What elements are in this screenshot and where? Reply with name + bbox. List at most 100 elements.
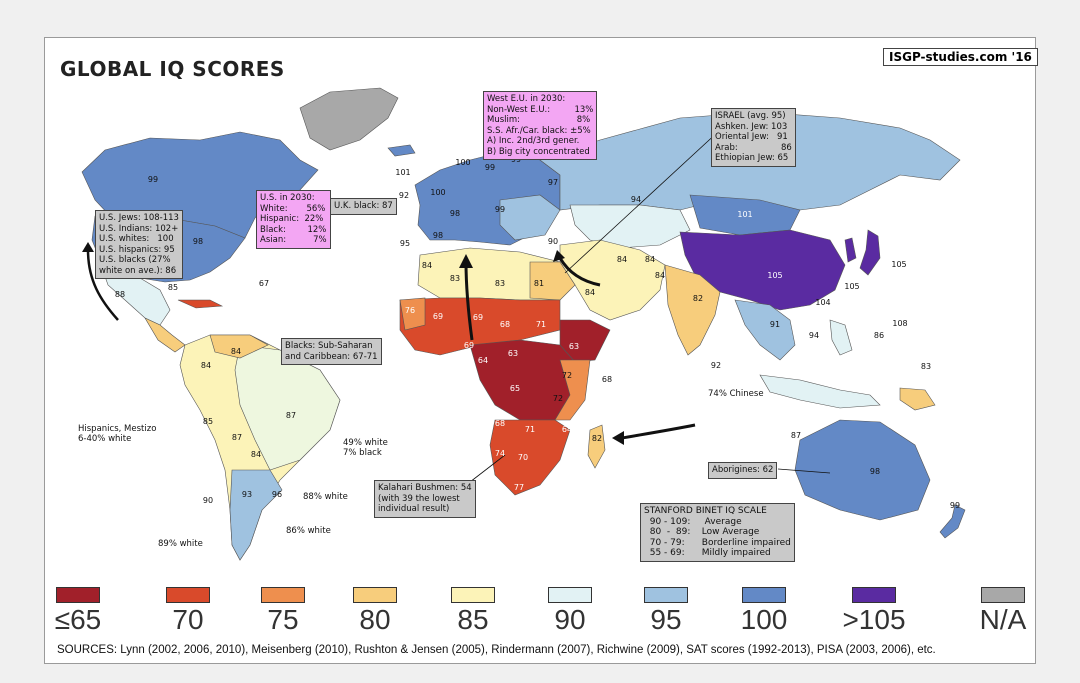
arrow-africa-europe-head — [459, 254, 473, 268]
label-png: 83 — [921, 362, 931, 371]
mauritania-region — [399, 297, 426, 331]
legend-label-80: 80 — [359, 604, 391, 635]
kalahari-note: Kalahari Bushmen: 54 (with 39 the lowest… — [374, 480, 476, 518]
label-chile: 90 — [203, 496, 213, 505]
brazil-white-note: 49% white 7% black — [343, 438, 388, 458]
label-japan: 105 — [891, 260, 906, 269]
label-peru: 85 — [203, 417, 213, 426]
east-africa-region — [554, 359, 591, 421]
west-eu-note: West E.U. in 2030: Non-West E.U.: 13% Mu… — [483, 91, 598, 160]
central-africa-region — [469, 339, 576, 421]
label-tanzania: 72 — [553, 394, 563, 403]
label-canada: 99 — [148, 175, 158, 184]
label-botswana: 70 — [518, 453, 528, 462]
arrow-madagascar — [621, 423, 696, 440]
venezuela-region — [209, 334, 269, 359]
label-mauritania: 76 — [405, 306, 415, 315]
label-nigeria: 69 — [464, 341, 474, 350]
label-southafrica: 77 — [514, 483, 524, 492]
label-ethiopia: 63 — [569, 342, 579, 351]
legend-label-na: N/A — [979, 604, 1027, 635]
label-korea: 105 — [844, 282, 859, 291]
arrow-us-groups-head — [82, 242, 94, 252]
label-pakistan: 84 — [655, 271, 665, 280]
indonesia-region — [759, 374, 881, 409]
label-sweden: 99 — [485, 163, 495, 172]
legend-swatch-gt105 — [852, 587, 896, 603]
arrow-aborigines — [777, 468, 831, 474]
peru-white-note: 89% white — [158, 539, 203, 549]
label-hongkong: 108 — [892, 319, 907, 328]
argentina-white-note: 88% white — [303, 492, 348, 502]
legend-swatch-na — [981, 587, 1025, 603]
arrow-israel — [564, 129, 721, 274]
label-angola: 68 — [495, 419, 505, 428]
hispanics-note: Hispanics, Mestizo 6-40% white — [78, 424, 157, 444]
arrow-egypt — [558, 257, 601, 287]
page-title: GLOBAL IQ SCORES — [60, 57, 285, 81]
label-namibia: 74 — [495, 449, 505, 458]
label-iceland: 101 — [395, 168, 410, 177]
label-colombia: 84 — [201, 361, 211, 370]
label-mali: 69 — [433, 312, 443, 321]
label-germany: 99 — [495, 205, 505, 214]
aborigines-note: Aborigines: 62 — [708, 462, 778, 479]
label-haiti: 67 — [259, 279, 269, 288]
japan-region — [859, 229, 881, 276]
label-taiwan: 104 — [815, 298, 830, 307]
label-chad: 68 — [500, 320, 510, 329]
label-algeria: 83 — [450, 274, 460, 283]
middle-east-region — [559, 239, 666, 321]
arrow-madagascar-head — [612, 431, 624, 445]
legend-label-gt105: >105 — [842, 604, 906, 635]
legend-label-70: 70 — [172, 604, 204, 635]
label-spain: 98 — [433, 231, 443, 240]
label-car: 63 — [508, 349, 518, 358]
legend-label-le65: ≤65 — [54, 604, 102, 635]
argentina-region — [229, 469, 283, 561]
israel-note: ISRAEL (avg. 95) Ashken. Jew: 103 Orient… — [711, 108, 796, 167]
legend-label-90: 90 — [554, 604, 586, 635]
label-newzealand: 99 — [950, 501, 960, 510]
label-russia: 97 — [548, 178, 558, 187]
label-somalia: 68 — [602, 375, 612, 384]
iceland-region — [387, 144, 416, 157]
legend-label-95: 95 — [650, 604, 682, 635]
label-sudan: 71 — [536, 320, 546, 329]
australia-region — [794, 419, 931, 521]
madagascar-region — [587, 424, 606, 469]
label-kazakhstan: 94 — [631, 195, 641, 204]
india-region — [664, 264, 721, 356]
label-bolivia: 87 — [232, 433, 242, 442]
label-egypt: 81 — [534, 279, 544, 288]
label-china: 105 — [767, 271, 782, 280]
label-paraguay: 84 — [251, 450, 261, 459]
legend-swatch-75 — [261, 587, 305, 603]
label-australia: 98 — [870, 467, 880, 476]
label-venezuela: 84 — [231, 347, 241, 356]
legend-label-100: 100 — [740, 604, 788, 635]
arrow-us-groups — [86, 249, 119, 321]
legend-swatch-80 — [353, 587, 397, 603]
label-mongolia: 101 — [737, 210, 752, 219]
label-indonesia: 87 — [791, 431, 801, 440]
west-africa-region — [399, 297, 561, 356]
label-madagascar: 82 — [592, 434, 602, 443]
label-niger: 69 — [473, 313, 483, 322]
caribbean-region — [177, 299, 224, 309]
legend-swatch-95 — [644, 587, 688, 603]
legend-swatch-85 — [451, 587, 495, 603]
legend-swatch-90 — [548, 587, 592, 603]
label-portugal: 95 — [400, 239, 410, 248]
label-zambia: 71 — [525, 425, 535, 434]
label-morocco: 84 — [422, 261, 432, 270]
label-india: 82 — [693, 294, 703, 303]
central-america-region — [144, 317, 186, 353]
greenland-region — [299, 87, 399, 151]
arrow-kalahari — [469, 454, 506, 483]
central-asia-region — [569, 204, 691, 249]
korea-region — [844, 237, 857, 263]
label-mozambique: 64 — [562, 425, 572, 434]
label-usa: 98 — [193, 237, 203, 246]
philippines-region — [829, 319, 853, 356]
